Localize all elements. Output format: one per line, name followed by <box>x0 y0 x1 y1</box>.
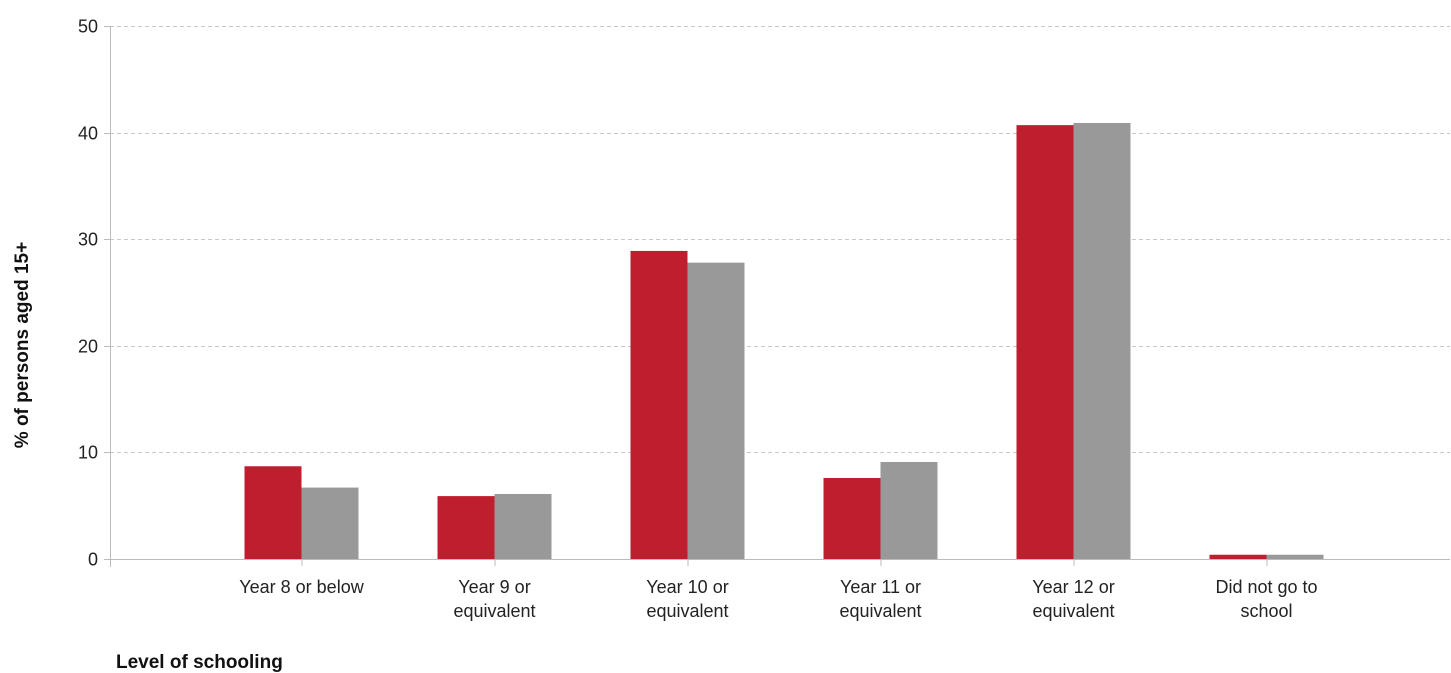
labels: 0 10 20 30 40 50 Year 8 or below Year 9 or equiv… <box>78 17 1318 622</box>
x-category-label: Year 8 or below <box>239 577 364 597</box>
y-tick-label: 20 <box>78 337 98 357</box>
bars <box>244 123 1324 560</box>
x-category-label: Did not go to school <box>1215 577 1317 621</box>
y-tick-label: 30 <box>78 230 98 250</box>
y-axis-title: % of persons aged 15+ <box>12 242 33 448</box>
bar-series1-0 <box>244 466 302 559</box>
y-tick-label: 40 <box>78 124 98 144</box>
x-category-label: Year 9 or equivalent <box>453 577 535 621</box>
bar-series1-3 <box>823 477 881 559</box>
x-category-label: Year 10 or equivalent <box>646 577 728 621</box>
bar-series1-2 <box>630 250 688 559</box>
x-category-label: Year 12 or equivalent <box>1032 577 1114 621</box>
x-category-label: Year 11 or equivalent <box>839 577 921 621</box>
bar-series2-4 <box>1073 123 1131 560</box>
bar-series1-1 <box>437 496 495 559</box>
y-tick-label: 10 <box>78 443 98 463</box>
axes <box>104 26 1450 567</box>
y-tick-label: 50 <box>78 17 98 37</box>
bar-series1-4 <box>1016 125 1074 559</box>
bar-series1-5 <box>1209 554 1267 559</box>
x-axis-title: Level of schooling <box>116 652 283 673</box>
bar-series2-3 <box>880 461 938 559</box>
bar-series2-5 <box>1266 554 1324 559</box>
y-tick-label: 0 <box>88 550 98 570</box>
gridlines <box>110 26 1450 453</box>
bar-series2-1 <box>494 493 552 559</box>
bar-series2-0 <box>301 487 359 559</box>
bar-series2-2 <box>687 262 745 559</box>
